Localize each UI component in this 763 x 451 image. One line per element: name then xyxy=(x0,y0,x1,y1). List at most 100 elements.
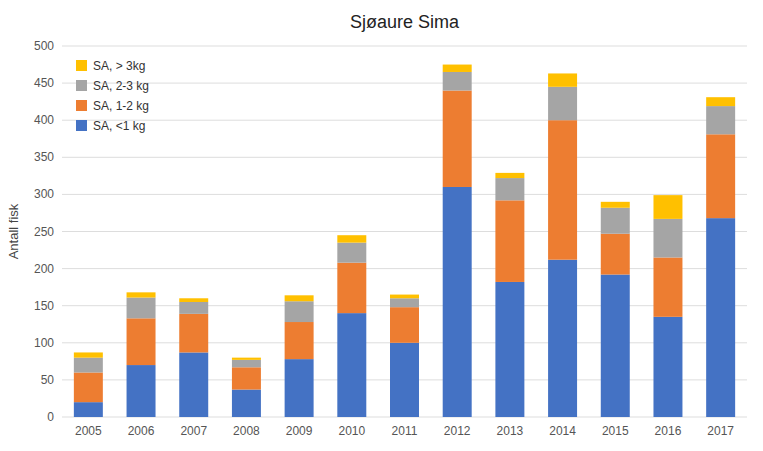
bar-segment xyxy=(601,208,630,234)
y-axis-label: Antall fisk xyxy=(6,203,21,259)
x-tick-label: 2010 xyxy=(338,424,365,438)
legend-swatch xyxy=(76,60,87,71)
bar-segment xyxy=(653,219,682,258)
bar-segment xyxy=(127,318,156,365)
title: Sjøaure Sima xyxy=(350,12,460,32)
bar-segment xyxy=(337,313,366,417)
bar-segment xyxy=(495,178,524,200)
x-tick-label: 2011 xyxy=(392,424,418,438)
grid-line xyxy=(62,83,747,84)
bar-segment xyxy=(127,365,156,417)
bar-segment xyxy=(601,234,630,275)
bar-segment xyxy=(232,358,261,360)
y-tick-label: 300 xyxy=(34,187,54,201)
bar-segment xyxy=(548,260,577,417)
y-tick-label: 50 xyxy=(41,373,55,387)
bar-segment xyxy=(179,302,208,314)
bar-segment xyxy=(495,282,524,417)
bars xyxy=(74,65,735,417)
bar-segment xyxy=(337,243,366,263)
bar-segment xyxy=(653,317,682,417)
legend-label: SA, <1 kg xyxy=(93,119,145,133)
x-tick-label: 2016 xyxy=(655,424,682,438)
y-tick-label: 400 xyxy=(34,113,54,127)
bar-segment xyxy=(548,87,577,120)
bar-segment xyxy=(548,120,577,259)
x-tick-label: 2005 xyxy=(75,424,102,438)
bar-segment xyxy=(74,352,103,357)
grid-line xyxy=(62,231,747,232)
y-tick-label: 100 xyxy=(34,336,54,350)
bar-segment xyxy=(74,358,103,373)
bar-segment xyxy=(337,263,366,313)
y-tick-label: 150 xyxy=(34,299,54,313)
legend-label: SA, 2-3 kg xyxy=(93,79,149,93)
chart: 0501001502002503003504004505002005200620… xyxy=(0,0,763,451)
x-tick-label: 2017 xyxy=(707,424,734,438)
bar-segment xyxy=(653,257,682,316)
bar-segment xyxy=(601,202,630,208)
bar-segment xyxy=(337,235,366,242)
bar-segment xyxy=(495,173,524,178)
grid-line xyxy=(62,268,747,269)
bar-segment xyxy=(74,402,103,417)
legend-label: SA, 1-2 kg xyxy=(93,99,149,113)
bar-segment xyxy=(653,195,682,219)
x-tick-label: 2006 xyxy=(128,424,155,438)
y-tick-label: 200 xyxy=(34,262,54,276)
bar-segment xyxy=(390,307,419,343)
x-tick-label: 2014 xyxy=(549,424,576,438)
bar-segment xyxy=(285,301,314,322)
x-tick-label: 2007 xyxy=(180,424,207,438)
grid-line xyxy=(62,120,747,121)
legend-swatch xyxy=(76,100,87,111)
bar-segment xyxy=(548,73,577,86)
bar-segment xyxy=(601,275,630,417)
bar-segment xyxy=(390,295,419,299)
bar-segment xyxy=(706,134,735,218)
bar-segment xyxy=(232,390,261,417)
bar-segment xyxy=(706,218,735,417)
bar-segment xyxy=(390,343,419,417)
bar-segment xyxy=(232,360,261,367)
y-tick-label: 450 xyxy=(34,76,54,90)
bar-segment xyxy=(443,187,472,417)
bar-segment xyxy=(127,292,156,297)
y-tick-label: 500 xyxy=(34,39,54,53)
bar-segment xyxy=(706,97,735,106)
bar-segment xyxy=(390,298,419,307)
bar-segment xyxy=(495,200,524,282)
bar-segment xyxy=(285,295,314,301)
x-tick-label: 2008 xyxy=(233,424,260,438)
bar-segment xyxy=(232,367,261,389)
x-tick-label: 2013 xyxy=(497,424,524,438)
y-tick-label: 350 xyxy=(34,150,54,164)
bar-segment xyxy=(127,298,156,319)
bar-segment xyxy=(179,352,208,417)
x-tick-label: 2012 xyxy=(444,424,471,438)
x-tick-label: 2009 xyxy=(286,424,313,438)
bar-segment xyxy=(443,72,472,91)
grid-line xyxy=(62,157,747,158)
bar-segment xyxy=(443,91,472,187)
bar-segment xyxy=(706,106,735,134)
bar-segment xyxy=(74,372,103,402)
y-axis: 0 50 100 150 200 250 300 350 400 450 500 xyxy=(34,39,54,424)
x-tick-label: 2015 xyxy=(602,424,629,438)
legend-label: SA, > 3kg xyxy=(93,59,145,73)
bar-segment xyxy=(285,322,314,359)
bar-segment xyxy=(179,298,208,302)
grid-line xyxy=(62,46,747,47)
x-axis: 2005 2006 2007 2008 2009 2010 2011 2012 2013 2014… xyxy=(75,424,734,438)
y-tick-label: 0 xyxy=(47,410,54,424)
legend-swatch xyxy=(76,80,87,91)
grid-line xyxy=(62,194,747,195)
y-tick-label: 250 xyxy=(34,225,54,239)
legend-swatch xyxy=(76,120,87,131)
bar-segment xyxy=(285,359,314,417)
bar-segment xyxy=(179,314,208,353)
grid xyxy=(62,46,747,417)
legend: SA, > 3kg SA, 2-3 kg SA, 1-2 kg SA, <1 kg xyxy=(76,59,149,133)
bar-segment xyxy=(443,65,472,72)
chart-container: 0501001502002503003504004505002005200620… xyxy=(0,0,763,451)
